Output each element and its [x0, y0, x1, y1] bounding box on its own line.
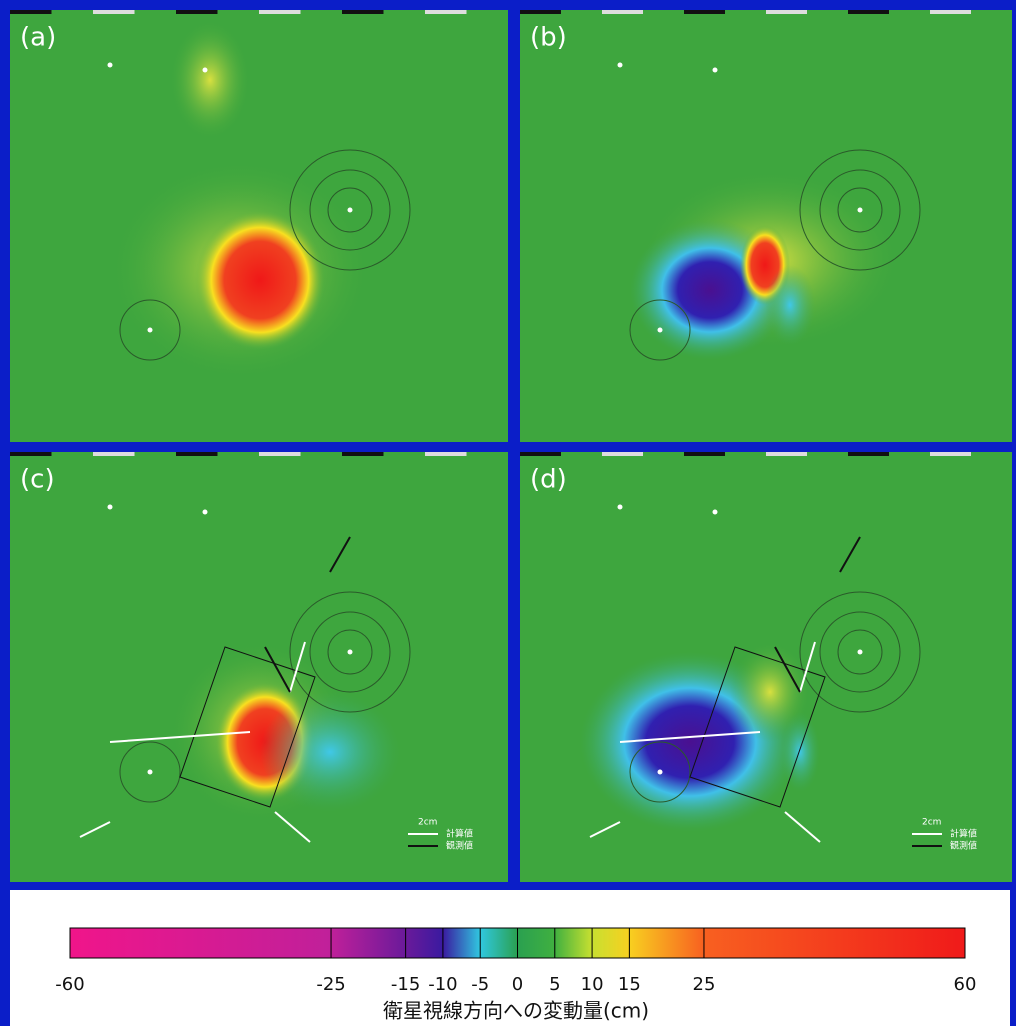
panel-label: (d): [530, 465, 567, 495]
deformation-field: [195, 210, 325, 350]
volcano-marker: [858, 650, 863, 655]
colorbar-tick-label: 60: [954, 974, 977, 995]
volcano-marker: [348, 208, 353, 213]
colorbar-label: 衛星視線方向への変動量(cm): [383, 999, 649, 1023]
frame-tick: [684, 10, 725, 14]
volcano-marker: [618, 505, 623, 510]
map-panel: (b): [520, 10, 1012, 442]
frame-tick: [520, 452, 561, 456]
volcano-marker: [858, 208, 863, 213]
deformation-field: [765, 265, 815, 345]
volcano-marker: [713, 510, 718, 515]
frame-tick: [684, 452, 725, 456]
colorbar-tick-label: -10: [428, 974, 457, 995]
deformation-field: [260, 692, 400, 812]
frame-tick: [602, 452, 643, 456]
frame-tick: [342, 10, 384, 14]
panel-label: (a): [20, 23, 56, 53]
colorbar-tick-label: -60: [55, 974, 84, 995]
frame-tick: [930, 452, 971, 456]
frame-tick: [342, 452, 384, 456]
frame-tick: [425, 452, 467, 456]
colorbar-tick-label: 15: [618, 974, 641, 995]
volcano-marker: [658, 770, 663, 775]
colorbar-tick-label: 25: [693, 974, 716, 995]
frame-tick: [766, 10, 807, 14]
volcano-marker: [713, 68, 718, 73]
legend-text: 計算値: [446, 828, 473, 840]
colorbar-tick-label: 10: [581, 974, 604, 995]
deformation-field: [170, 20, 250, 140]
frame-tick: [930, 10, 971, 14]
volcano-marker: [348, 650, 353, 655]
volcano-marker: [108, 63, 113, 68]
figure: (a)(b)(c)2cm計算値観測値(d)2cm計算値観測値 衛星視線方向への変…: [0, 0, 1016, 1026]
volcano-marker: [148, 328, 153, 333]
volcano-marker: [108, 505, 113, 510]
frame-tick: [93, 10, 135, 14]
frame-tick: [848, 10, 889, 14]
colorbar-tick-label: -25: [316, 974, 345, 995]
frame-tick: [10, 10, 52, 14]
frame-tick: [848, 452, 889, 456]
volcano-marker: [203, 510, 208, 515]
volcano-marker: [658, 328, 663, 333]
map-panel: (a): [10, 10, 508, 442]
frame-tick: [259, 452, 301, 456]
legend-text: 観測値: [950, 840, 977, 852]
colorbar-tick-label: -5: [471, 974, 489, 995]
volcano-marker: [203, 68, 208, 73]
panel-label: (c): [20, 465, 55, 495]
frame-tick: [176, 452, 218, 456]
volcano-marker: [148, 770, 153, 775]
colorbar-tick-label: -15: [391, 974, 420, 995]
legend-text: 2cm: [418, 818, 437, 828]
colorbar-tick-label: 0: [512, 974, 523, 995]
frame-tick: [425, 10, 467, 14]
volcano-marker: [618, 63, 623, 68]
panel-label: (b): [530, 23, 567, 53]
frame-tick: [766, 452, 807, 456]
colorbar-tick-label: 5: [549, 974, 560, 995]
deformation-field: [780, 712, 820, 792]
frame-tick: [93, 452, 135, 456]
frame-tick: [259, 10, 301, 14]
frame-tick: [520, 10, 561, 14]
legend-text: 観測値: [446, 840, 473, 852]
legend-text: 計算値: [950, 828, 977, 840]
frame-tick: [602, 10, 643, 14]
frame-tick: [176, 10, 218, 14]
legend-text: 2cm: [922, 818, 941, 828]
frame-tick: [10, 452, 52, 456]
